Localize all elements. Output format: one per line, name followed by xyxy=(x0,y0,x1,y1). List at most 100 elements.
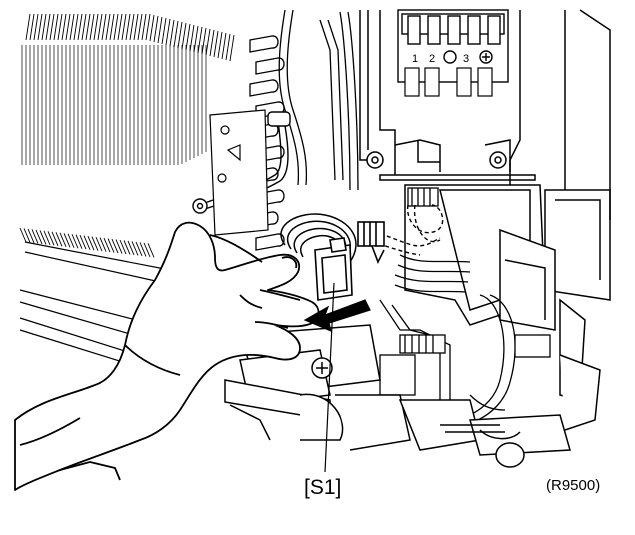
fin-line xyxy=(113,13,119,41)
fin-line xyxy=(59,232,67,247)
fin-line xyxy=(63,233,71,248)
fin-line xyxy=(205,28,211,56)
fin-line xyxy=(197,26,203,54)
fin-line xyxy=(105,13,111,41)
fin-line xyxy=(101,13,107,41)
fin-line xyxy=(143,242,151,258)
fin-line xyxy=(31,229,39,244)
tube-bend xyxy=(255,57,285,75)
fin-line xyxy=(221,32,227,60)
tube-bend xyxy=(249,35,279,53)
pull-direction-arrow xyxy=(303,299,371,333)
fin-line xyxy=(47,231,55,246)
fin-line xyxy=(177,21,183,49)
fin-line xyxy=(43,230,51,246)
fin-line xyxy=(153,15,159,43)
fin-line xyxy=(161,17,167,45)
fin-line xyxy=(93,13,99,41)
fin-line xyxy=(61,13,67,41)
mounting-bracket xyxy=(209,109,269,236)
fin-line xyxy=(97,13,103,41)
fin-line xyxy=(35,229,43,245)
fin-line xyxy=(137,13,143,41)
fin-line xyxy=(135,241,143,257)
callout-label-s1: [S1] xyxy=(304,476,342,499)
fin-line xyxy=(109,13,115,41)
fin-line xyxy=(71,234,79,249)
fin-line xyxy=(133,13,139,41)
fin-line xyxy=(75,234,83,249)
terminal-label-1: 1 xyxy=(412,53,418,65)
harness-connectors xyxy=(379,334,551,396)
tube-bend xyxy=(255,233,285,251)
fin-line xyxy=(123,240,131,255)
fin-line xyxy=(141,13,147,41)
fin-line xyxy=(169,19,175,47)
fin-line xyxy=(19,227,27,243)
fin-line xyxy=(65,13,71,41)
fin-line xyxy=(25,13,31,41)
terminal-label-2: 2 xyxy=(429,53,435,65)
callout-leader-line xyxy=(324,282,335,473)
fin-line xyxy=(119,239,127,255)
fin-line xyxy=(99,237,107,252)
fin-line xyxy=(45,13,51,41)
fin-line xyxy=(115,239,123,254)
terminal-post xyxy=(407,15,421,45)
fin-line xyxy=(217,31,223,59)
figure-reference-id: (R9500) xyxy=(546,477,601,494)
fin-line xyxy=(147,243,155,258)
fin-line xyxy=(225,33,231,61)
fin-line xyxy=(213,30,219,58)
terminal-post xyxy=(427,15,441,45)
fin-line xyxy=(127,240,135,256)
fin-line xyxy=(29,13,35,41)
fin-line xyxy=(83,235,91,250)
wire-harness xyxy=(379,254,516,421)
fin-line xyxy=(33,13,39,41)
fin-line xyxy=(53,13,59,41)
fin-line xyxy=(173,20,179,48)
fin-line xyxy=(131,241,139,256)
fin-line xyxy=(165,18,171,46)
fin-line xyxy=(209,29,215,57)
fin-line xyxy=(95,236,103,252)
relay-connector xyxy=(407,187,439,207)
fin-line xyxy=(117,13,123,41)
fin-line xyxy=(193,25,199,53)
fin-line xyxy=(91,236,99,251)
fin-line xyxy=(55,232,63,247)
fin-line xyxy=(121,13,127,41)
terminal-post xyxy=(467,15,481,45)
fin-line xyxy=(107,238,115,253)
fin-line xyxy=(129,13,135,41)
control-box-frame xyxy=(359,9,611,301)
fin-line xyxy=(103,237,111,253)
fin-line xyxy=(23,228,31,243)
fin-line xyxy=(229,34,235,62)
fin-line xyxy=(201,27,207,55)
fin-line xyxy=(51,231,59,247)
fin-line xyxy=(139,242,147,257)
fin-line xyxy=(89,13,95,41)
fin-line xyxy=(69,13,75,41)
terminal-screws xyxy=(404,67,493,97)
heat-exchanger-fins xyxy=(19,13,235,258)
fin-line xyxy=(157,16,163,44)
fin-line xyxy=(149,14,155,42)
terminal-post xyxy=(447,15,461,45)
fin-line xyxy=(67,233,75,248)
fin-line xyxy=(77,13,83,41)
refrigerant-pipes xyxy=(278,9,359,191)
fin-line xyxy=(81,13,87,41)
fin-line xyxy=(111,238,119,254)
fin-line xyxy=(79,235,87,250)
fin-line xyxy=(49,13,55,41)
terminal-label-3: 3 xyxy=(463,53,469,65)
fin-line xyxy=(37,13,43,41)
terminal-numbers: 1 2 3 xyxy=(412,53,469,65)
fin-line xyxy=(27,228,35,244)
fin-line xyxy=(41,13,47,41)
fin-line xyxy=(73,13,79,41)
